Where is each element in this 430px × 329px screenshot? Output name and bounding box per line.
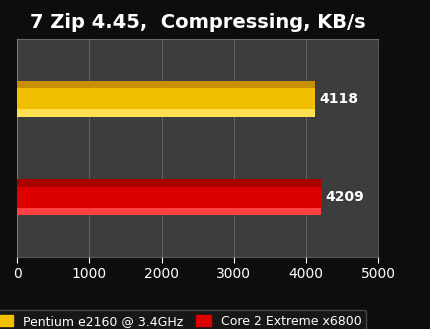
Bar	[17, 81, 315, 117]
Legend: Pentium e2160 @ 3.4GHz, Core 2 Extreme x6800: Pentium e2160 @ 3.4GHz, Core 2 Extreme x…	[0, 310, 366, 329]
Text: 4118: 4118	[319, 92, 358, 106]
Bar	[17, 208, 321, 215]
Title: 7 Zip 4.45,  Compressing, KB/s: 7 Zip 4.45, Compressing, KB/s	[30, 13, 366, 32]
Bar	[17, 179, 321, 187]
Bar	[17, 179, 321, 215]
Bar	[17, 110, 315, 117]
Bar	[17, 81, 315, 88]
Text: 4209: 4209	[326, 190, 364, 204]
